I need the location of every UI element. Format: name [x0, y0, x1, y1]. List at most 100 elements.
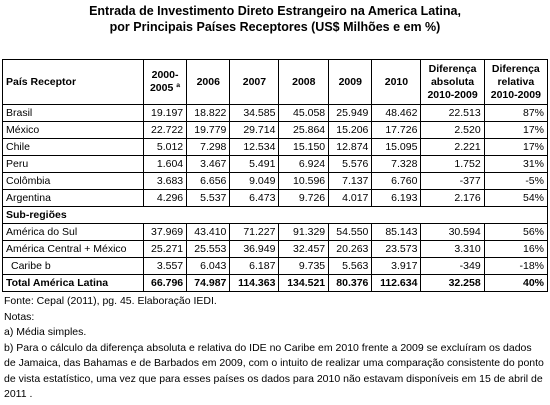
table-row: Sub-regiões — [2, 206, 548, 224]
cell: 18.822 — [186, 104, 231, 122]
cell: 9.735 — [278, 257, 330, 275]
cell: 3.917 — [371, 257, 422, 275]
header-cell: 2000- 2005 ª — [142, 59, 188, 105]
header-line: relativa — [497, 75, 535, 88]
table-row: Chile 5.012 7.298 12.534 15.150 12.874 15.095 2… — [2, 138, 549, 156]
cell: 66.796 — [142, 274, 188, 292]
cell: América do Sul — [2, 223, 144, 241]
header-cell: 2007 — [229, 59, 280, 105]
cell: Chile — [2, 138, 144, 156]
cell: Brasil — [2, 104, 144, 122]
cell: 22.513 — [420, 104, 485, 122]
header-cell: 2010 — [371, 59, 422, 105]
header-cell: País Receptor — [2, 59, 144, 105]
cell: 4.017 — [328, 189, 373, 207]
cell: Caribe b — [2, 257, 144, 275]
table-row: Caribe b 3.557 6.043 6.187 9.735 5.563 3.917 -3… — [2, 257, 549, 275]
cell: 71.227 — [229, 223, 280, 241]
cell: 9.049 — [229, 172, 280, 190]
cell: 6.656 — [186, 172, 231, 190]
cell: 34.585 — [229, 104, 280, 122]
cell: México — [2, 121, 144, 139]
title-line: por Principais Países Receptores (US$ Mi… — [109, 20, 441, 34]
cell: 48.462 — [371, 104, 422, 122]
notes: Fonte: Cepal (2011), pg. 45. Elaboração … — [0, 292, 550, 403]
cell: 40% — [483, 274, 549, 292]
cell: 3.557 — [142, 257, 188, 275]
cell: 16% — [483, 240, 549, 258]
header-line: 2006 — [196, 75, 220, 88]
cell: 30.594 — [420, 223, 485, 241]
header-line: Diferença — [428, 62, 477, 75]
cell: 1.752 — [420, 155, 485, 173]
header-line: 2000- — [151, 69, 179, 81]
table-row: Argentina 4.296 5.537 6.473 9.726 4.017 6.193 2… — [2, 189, 549, 207]
cell: 5.537 — [186, 189, 231, 207]
header-line: absoluta — [430, 75, 475, 88]
cell: 5.491 — [229, 155, 280, 173]
cell: 37.969 — [142, 223, 188, 241]
cell: -18% — [483, 257, 549, 275]
header-line: 2009 — [338, 75, 362, 88]
cell: 134.521 — [278, 274, 330, 292]
cell: 3.467 — [186, 155, 231, 173]
cell: 6.043 — [186, 257, 231, 275]
cell: 20.263 — [328, 240, 373, 258]
cell: 6.760 — [371, 172, 422, 190]
data-table: País Receptor 2000- 2005 ª 2006 2007 2008 2009… — [2, 59, 549, 292]
table-row: Total América Latina 66.796 74.987 114.363 1… — [2, 274, 549, 292]
cell: 3.310 — [420, 240, 485, 258]
note: Notas: — [4, 310, 35, 323]
table-row: Colômbia 3.683 6.656 9.049 10.596 7.137 6.760-… — [2, 172, 549, 190]
cell: -377 — [420, 172, 485, 190]
cell: 15.150 — [278, 138, 330, 156]
title-line: Entrada de Investimento Direto Estrangei… — [89, 4, 461, 18]
header-cell: Diferença absoluta 2010-2009 — [420, 59, 485, 105]
note: Fonte: Cepal (2011), pg. 45. Elaboração … — [4, 295, 217, 307]
cell: 23.573 — [371, 240, 422, 258]
cell: 114.363 — [229, 274, 280, 292]
title: Entrada de Investimento Direto Estrangei… — [0, 0, 550, 59]
cell: Peru — [2, 155, 144, 173]
cell: 17% — [483, 138, 549, 156]
cell: -349 — [420, 257, 485, 275]
cell: -5% — [483, 172, 549, 190]
cell: 22.722 — [142, 121, 188, 139]
cell: 80.376 — [328, 274, 373, 292]
cell: 6.187 — [229, 257, 280, 275]
cell: 2.176 — [420, 189, 485, 207]
cell: 15.206 — [328, 121, 373, 139]
header-line: 2008 — [292, 75, 316, 88]
cell: 19.197 — [142, 104, 188, 122]
header-line: 2007 — [242, 75, 267, 88]
cell: 12.874 — [328, 138, 373, 156]
cell: 29.714 — [229, 121, 280, 139]
cell: 4.296 — [142, 189, 188, 207]
cell: 3.683 — [142, 172, 188, 190]
cell: 5.012 — [142, 138, 188, 156]
cell: 91.329 — [278, 223, 330, 241]
cell: 5.576 — [328, 155, 373, 173]
cell: 85.143 — [371, 223, 422, 241]
table-row: México 22.722 19.779 29.714 25.864 15.206 17.7… — [2, 121, 549, 139]
cell: 19.779 — [186, 121, 231, 139]
cell: 7.137 — [328, 172, 373, 190]
cell: 10.596 — [278, 172, 330, 190]
cell: 2.520 — [420, 121, 485, 139]
cell: 6.193 — [371, 189, 422, 207]
note: a) Média simples. — [4, 326, 87, 338]
header-line: 2010 — [384, 75, 409, 88]
cell: 12.534 — [229, 138, 280, 156]
cell: Total América Latina — [2, 274, 144, 292]
header-line: 2010-2009 — [490, 88, 541, 101]
cell: Argentina — [2, 189, 144, 207]
cell: 25.949 — [328, 104, 373, 122]
cell: 2.221 — [420, 138, 485, 156]
cell: América Central + México — [2, 240, 144, 258]
cell: 17.726 — [371, 121, 422, 139]
cell: 25.864 — [278, 121, 330, 139]
cell: 15.095 — [371, 138, 422, 156]
note: b) Para o cálculo da diferença absoluta … — [4, 341, 544, 401]
cell: 25.271 — [142, 240, 188, 258]
table-row: América Central + México 25.271 25.553 36.9… — [2, 240, 549, 258]
